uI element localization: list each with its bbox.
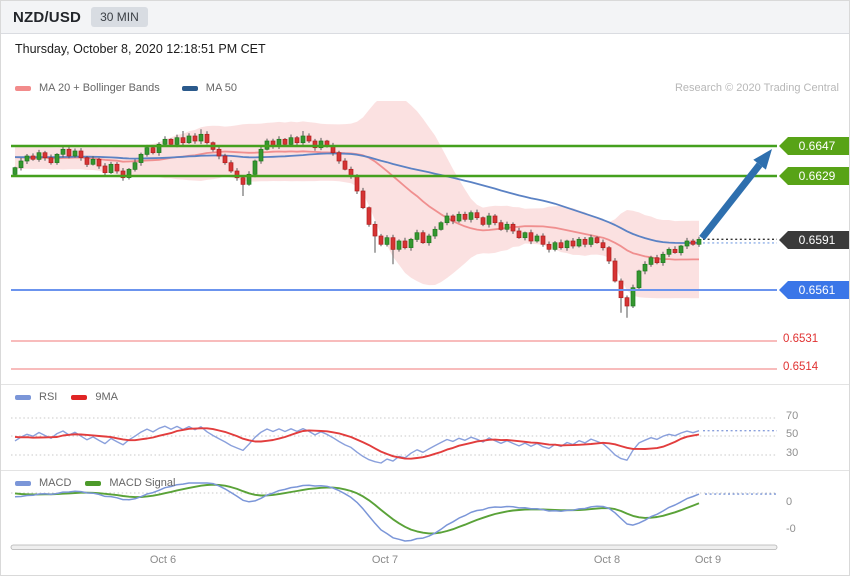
top-bar: NZD/USD 30 MIN bbox=[1, 1, 849, 34]
macd-scale-neg0: -0 bbox=[786, 523, 796, 535]
copyright-text: Research © 2020 Trading Central bbox=[674, 82, 839, 94]
support-price-label: 0.6531 bbox=[783, 333, 819, 345]
resistance-price-badge: 0.6629 bbox=[779, 167, 849, 185]
legend-ma20-label: MA 20 + Bollinger Bands bbox=[39, 82, 160, 94]
symbol-title: NZD/USD bbox=[13, 8, 82, 26]
macd-signal-swatch-icon bbox=[85, 480, 102, 486]
last-price-badge: 0.6591 bbox=[779, 231, 849, 249]
macd-scale-0: 0 bbox=[786, 496, 793, 508]
x-axis-label: Oct 6 bbox=[149, 554, 177, 566]
ma50-swatch-icon bbox=[181, 85, 198, 91]
legend-ma50-label: MA 50 bbox=[205, 82, 237, 94]
x-axis-label: Oct 9 bbox=[694, 554, 722, 566]
legend-9ma-label: 9MA bbox=[95, 391, 118, 403]
chart-timestamp: Thursday, October 8, 2020 12:18:51 PM CE… bbox=[15, 42, 266, 56]
resistance-price-badge: 0.6647 bbox=[779, 137, 849, 155]
rsi-9ma-swatch-icon bbox=[71, 394, 88, 400]
support-price-label: 0.6514 bbox=[783, 361, 819, 373]
rsi-scale-50: 50 bbox=[786, 428, 799, 440]
legend-macd-signal: MACD Signal bbox=[85, 477, 175, 489]
legend-ma20-bollinger: MA 20 + Bollinger Bands bbox=[15, 82, 160, 94]
rsi-scale-30: 30 bbox=[786, 447, 799, 459]
legend-macd-signal-label: MACD Signal bbox=[109, 477, 176, 489]
main-chart-legend: MA 20 + Bollinger Bands MA 50 bbox=[15, 82, 259, 94]
macd-legend: MACD MACD Signal bbox=[15, 477, 197, 489]
x-axis-label: Oct 8 bbox=[593, 554, 621, 566]
candlestick-chart bbox=[10, 101, 778, 550]
x-axis-label: Oct 7 bbox=[371, 554, 399, 566]
legend-macd: MACD bbox=[15, 477, 71, 489]
macd-swatch-icon bbox=[15, 480, 31, 486]
legend-rsi: RSI bbox=[15, 391, 57, 403]
rsi-swatch-icon bbox=[15, 394, 31, 400]
ma20-bollinger-swatch-icon bbox=[15, 85, 31, 91]
legend-macd-label: MACD bbox=[39, 477, 72, 489]
panel-separator bbox=[1, 384, 849, 385]
legend-9ma: 9MA bbox=[71, 391, 118, 403]
legend-rsi-label: RSI bbox=[39, 391, 58, 403]
support-price-badge: 0.6561 bbox=[779, 281, 849, 299]
legend-ma50: MA 50 bbox=[181, 82, 237, 94]
rsi-legend: RSI 9MA bbox=[15, 391, 140, 403]
rsi-scale-70: 70 bbox=[786, 410, 799, 422]
timeframe-badge[interactable]: 30 MIN bbox=[91, 7, 148, 27]
panel-separator bbox=[1, 470, 849, 471]
